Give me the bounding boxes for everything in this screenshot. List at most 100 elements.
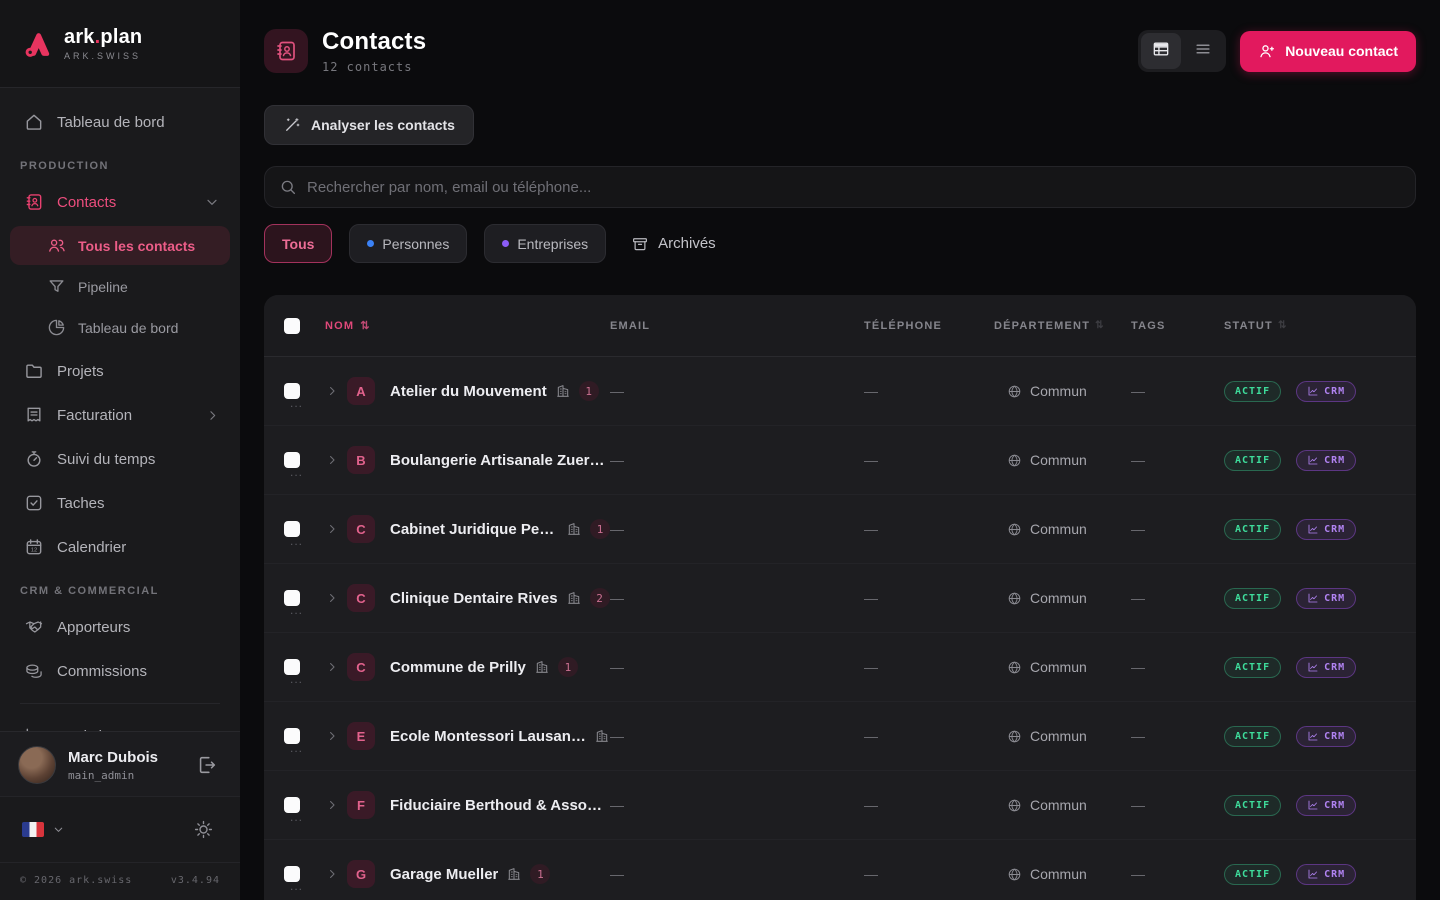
row-actions-dots[interactable]: ... — [290, 810, 304, 824]
email-value: — — [610, 590, 624, 606]
filter-personnes[interactable]: Personnes — [349, 224, 468, 263]
contact-name[interactable]: Garage Mueller — [390, 865, 499, 883]
filter-archives[interactable]: Archivés — [631, 235, 716, 253]
building-icon — [594, 728, 610, 744]
row-actions-dots[interactable]: ... — [290, 879, 304, 893]
chart-line-icon — [1307, 454, 1319, 466]
contact-name[interactable]: Cabinet Juridique Perrin — [390, 520, 558, 538]
crm-badge: CRM — [1296, 863, 1357, 885]
contacts-count: 12 contacts — [322, 60, 413, 74]
sidebar-item-pipeline[interactable]: Pipeline — [10, 267, 230, 306]
main-content: Contacts 12 contacts Nouveau contact Ana… — [240, 28, 1440, 900]
table-header-row: NOM ⇅ EMAIL TÉLÉPHONE DÉPARTEMENT ⇅ TAGS … — [264, 295, 1416, 357]
globe-icon — [1007, 798, 1022, 813]
row-actions-dots[interactable]: ... — [290, 741, 304, 755]
contact-name[interactable]: Atelier du Mouvement — [390, 382, 547, 400]
row-actions-dots[interactable]: ... — [290, 672, 304, 686]
table-row[interactable]: ... A Atelier du Mouvement 1 — — Commun … — [264, 357, 1416, 426]
row-checkbox[interactable] — [284, 659, 300, 675]
user-plus-icon — [1258, 42, 1276, 60]
select-all-checkbox[interactable] — [284, 317, 300, 334]
sidebar-item-facturation[interactable]: Facturation — [0, 393, 240, 437]
column-header-statut[interactable]: STATUT ⇅ — [1224, 319, 1288, 332]
sidebar-item-dashboard[interactable]: Tableau de bord — [0, 100, 240, 144]
chart-line-icon — [1307, 385, 1319, 397]
row-checkbox[interactable] — [284, 797, 300, 813]
contact-name[interactable]: Boulangerie Artisanale Zuerche — [390, 451, 610, 469]
analyze-contacts-button[interactable]: Analyser les contacts — [264, 105, 474, 145]
contact-initial-avatar: A — [347, 377, 375, 405]
theme-toggle-sun-icon[interactable] — [189, 815, 218, 844]
filter-chips: Tous Personnes Entreprises Archivés — [264, 224, 1416, 263]
sidebar-item-contacts[interactable]: Contacts — [0, 180, 240, 224]
expand-chevron-icon[interactable] — [325, 729, 347, 743]
sidebar-item-contacts-dashboard[interactable]: Tableau de bord — [10, 308, 230, 347]
chevron-right-icon — [205, 408, 220, 423]
contact-name[interactable]: Fiduciaire Berthoud & Associés — [390, 796, 610, 814]
contact-name[interactable]: Commune de Prilly — [390, 658, 526, 676]
tags-value: — — [1131, 659, 1145, 675]
sidebar-item-projets[interactable]: Projets — [0, 349, 240, 393]
row-checkbox[interactable] — [284, 728, 300, 744]
department-value: Commun — [994, 866, 1131, 882]
column-header-nom[interactable]: NOM ⇅ — [325, 319, 371, 333]
expand-chevron-icon[interactable] — [325, 522, 347, 536]
purple-dot-icon — [502, 240, 510, 247]
table-row[interactable]: ... C Clinique Dentaire Rives 2 — — Comm… — [264, 564, 1416, 633]
column-header-departement[interactable]: DÉPARTEMENT ⇅ — [994, 319, 1105, 332]
table-row[interactable]: ... C Cabinet Juridique Perrin 1 — — Com… — [264, 495, 1416, 564]
column-header-telephone[interactable]: TÉLÉPHONE — [864, 319, 943, 332]
archive-icon — [631, 235, 649, 253]
phone-value: — — [864, 659, 878, 675]
table-row[interactable]: ... F Fiduciaire Berthoud & Associés — —… — [264, 771, 1416, 840]
contact-name[interactable]: Ecole Montessori Lausanne — [390, 727, 586, 745]
table-row[interactable]: ... B Boulangerie Artisanale Zuerche — —… — [264, 426, 1416, 495]
search-input[interactable] — [307, 178, 1401, 196]
sidebar-item-apporteurs[interactable]: Apporteurs — [0, 605, 240, 649]
sidebar-item-calendrier[interactable]: Calendrier — [0, 525, 240, 569]
email-value: — — [610, 659, 624, 675]
filter-entreprises[interactable]: Entreprises — [484, 224, 607, 263]
address-book-icon — [24, 192, 44, 212]
filter-tous[interactable]: Tous — [264, 224, 333, 263]
expand-chevron-icon[interactable] — [325, 798, 347, 812]
language-selector[interactable] — [22, 822, 65, 837]
row-actions-dots[interactable]: ... — [290, 534, 304, 548]
user-panel[interactable]: Marc Dubois main_admin — [0, 731, 240, 796]
expand-chevron-icon[interactable] — [325, 867, 347, 881]
list-view-button[interactable] — [1183, 33, 1223, 69]
brand-area[interactable]: ark.plan ARK.SWISS — [0, 0, 240, 88]
expand-chevron-icon[interactable] — [325, 660, 347, 674]
sidebar-item-commissions[interactable]: Commissions — [0, 649, 240, 693]
row-actions-dots[interactable]: ... — [290, 465, 304, 479]
row-checkbox[interactable] — [284, 383, 300, 399]
new-contact-button[interactable]: Nouveau contact — [1240, 30, 1416, 72]
row-actions-dots[interactable]: ... — [290, 603, 304, 617]
folder-icon — [24, 361, 44, 381]
sidebar-item-taches[interactable]: Taches — [0, 481, 240, 525]
row-checkbox[interactable] — [284, 590, 300, 606]
chart-line-icon — [1307, 868, 1319, 880]
sidebar-item-suivi-du-temps[interactable]: Suivi du temps — [0, 437, 240, 481]
row-actions-dots[interactable]: ... — [290, 396, 304, 410]
expand-chevron-icon[interactable] — [325, 591, 347, 605]
crm-badge: CRM — [1296, 587, 1357, 609]
table-row[interactable]: ... C Commune de Prilly 1 — — Commun — A… — [264, 633, 1416, 702]
sidebar-item-statistiques[interactable]: Statistiques — [0, 714, 240, 731]
table-row[interactable]: ... G Garage Mueller 1 — — Commun — ACTI… — [264, 840, 1416, 900]
column-header-tags[interactable]: TAGS — [1131, 319, 1166, 332]
linked-count-badge: 1 — [590, 519, 610, 539]
expand-chevron-icon[interactable] — [325, 384, 347, 398]
phone-value: — — [864, 866, 878, 882]
chevron-down-icon — [204, 194, 220, 210]
expand-chevron-icon[interactable] — [325, 453, 347, 467]
table-row[interactable]: ... E Ecole Montessori Lausanne — — Comm… — [264, 702, 1416, 771]
row-checkbox[interactable] — [284, 866, 300, 882]
table-view-button[interactable] — [1141, 33, 1182, 69]
row-checkbox[interactable] — [284, 521, 300, 537]
sidebar-item-tous-les-contacts[interactable]: Tous les contacts — [10, 226, 230, 265]
row-checkbox[interactable] — [284, 452, 300, 468]
logout-icon[interactable] — [192, 750, 222, 780]
column-header-email[interactable]: EMAIL — [610, 319, 651, 332]
contact-name[interactable]: Clinique Dentaire Rives — [390, 589, 558, 607]
